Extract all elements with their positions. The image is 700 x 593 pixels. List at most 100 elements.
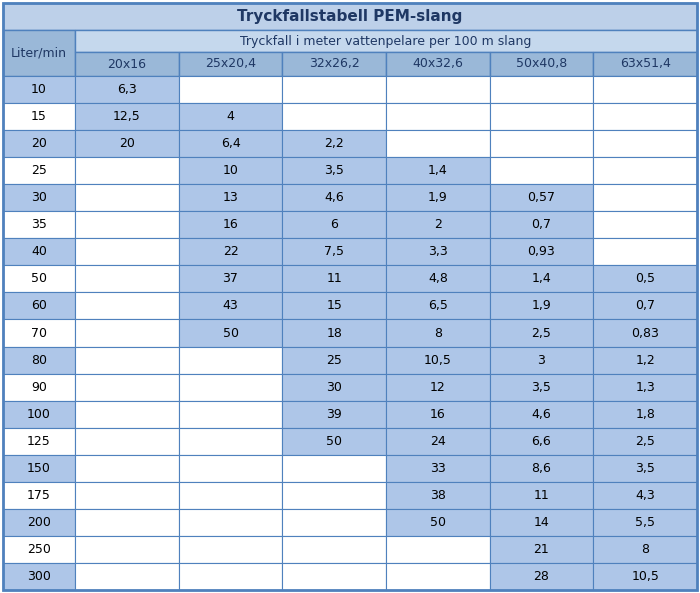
- Bar: [490, 455, 594, 482]
- Text: 30: 30: [31, 191, 47, 204]
- Text: 0,93: 0,93: [528, 246, 555, 259]
- Text: 4,8: 4,8: [428, 272, 448, 285]
- Text: 3,5: 3,5: [531, 381, 552, 394]
- Bar: [75, 211, 178, 238]
- Bar: [490, 401, 594, 428]
- Bar: [594, 428, 697, 455]
- Bar: [594, 130, 697, 157]
- Text: 125: 125: [27, 435, 51, 448]
- Bar: [178, 455, 282, 482]
- Bar: [178, 346, 282, 374]
- Bar: [490, 184, 594, 211]
- Text: 50x40,8: 50x40,8: [516, 58, 567, 71]
- Bar: [490, 103, 594, 130]
- Bar: [178, 563, 282, 590]
- Bar: [75, 292, 178, 320]
- Bar: [3, 563, 75, 590]
- Bar: [3, 76, 75, 103]
- Text: 250: 250: [27, 543, 51, 556]
- Bar: [178, 266, 282, 292]
- Text: 1,4: 1,4: [428, 164, 448, 177]
- Bar: [75, 455, 178, 482]
- Text: 63x51,4: 63x51,4: [620, 58, 671, 71]
- Text: 7,5: 7,5: [324, 246, 344, 259]
- Bar: [282, 266, 386, 292]
- Bar: [3, 292, 75, 320]
- Text: 15: 15: [31, 110, 47, 123]
- Bar: [75, 346, 178, 374]
- Text: 6,4: 6,4: [220, 137, 240, 150]
- Bar: [75, 103, 178, 130]
- Bar: [386, 76, 490, 103]
- Bar: [594, 184, 697, 211]
- Text: 4,6: 4,6: [531, 407, 552, 420]
- Text: 60: 60: [31, 299, 47, 313]
- Text: 10,5: 10,5: [631, 570, 659, 583]
- Text: 28: 28: [533, 570, 550, 583]
- Bar: [386, 266, 490, 292]
- Bar: [594, 292, 697, 320]
- Bar: [3, 3, 697, 30]
- Text: 35: 35: [31, 218, 47, 231]
- Bar: [3, 130, 75, 157]
- Text: 100: 100: [27, 407, 51, 420]
- Bar: [3, 374, 75, 401]
- Bar: [490, 130, 594, 157]
- Text: 20: 20: [31, 137, 47, 150]
- Bar: [3, 157, 75, 184]
- Bar: [594, 211, 697, 238]
- Bar: [3, 266, 75, 292]
- Text: Liter/min: Liter/min: [11, 46, 67, 59]
- Bar: [75, 52, 178, 76]
- Text: 50: 50: [223, 327, 239, 340]
- Text: 6,5: 6,5: [428, 299, 448, 313]
- Text: 32x26,2: 32x26,2: [309, 58, 360, 71]
- Text: 8: 8: [641, 543, 649, 556]
- Bar: [3, 482, 75, 509]
- Bar: [178, 103, 282, 130]
- Bar: [178, 428, 282, 455]
- Bar: [75, 482, 178, 509]
- Bar: [594, 266, 697, 292]
- Bar: [594, 482, 697, 509]
- Bar: [386, 536, 490, 563]
- Text: 90: 90: [31, 381, 47, 394]
- Text: 3: 3: [538, 353, 545, 366]
- Text: 10: 10: [223, 164, 239, 177]
- Bar: [178, 401, 282, 428]
- Bar: [282, 401, 386, 428]
- Bar: [386, 292, 490, 320]
- Text: 150: 150: [27, 462, 51, 475]
- Bar: [386, 320, 490, 346]
- Bar: [594, 76, 697, 103]
- Bar: [282, 76, 386, 103]
- Bar: [386, 184, 490, 211]
- Bar: [490, 238, 594, 266]
- Bar: [282, 52, 386, 76]
- Text: 12: 12: [430, 381, 446, 394]
- Bar: [75, 401, 178, 428]
- Text: 20x16: 20x16: [107, 58, 146, 71]
- Text: 21: 21: [533, 543, 550, 556]
- Bar: [178, 211, 282, 238]
- Bar: [75, 563, 178, 590]
- Text: 25: 25: [31, 164, 47, 177]
- Bar: [178, 536, 282, 563]
- Text: 13: 13: [223, 191, 239, 204]
- Bar: [386, 401, 490, 428]
- Text: 40x32,6: 40x32,6: [412, 58, 463, 71]
- Bar: [75, 536, 178, 563]
- Text: 25: 25: [326, 353, 342, 366]
- Text: 200: 200: [27, 516, 51, 529]
- Bar: [178, 76, 282, 103]
- Bar: [282, 103, 386, 130]
- Bar: [386, 130, 490, 157]
- Bar: [594, 536, 697, 563]
- Bar: [386, 103, 490, 130]
- Text: 4: 4: [227, 110, 235, 123]
- Text: 0,57: 0,57: [528, 191, 556, 204]
- Bar: [282, 509, 386, 536]
- Bar: [75, 238, 178, 266]
- Text: 33: 33: [430, 462, 446, 475]
- Bar: [178, 374, 282, 401]
